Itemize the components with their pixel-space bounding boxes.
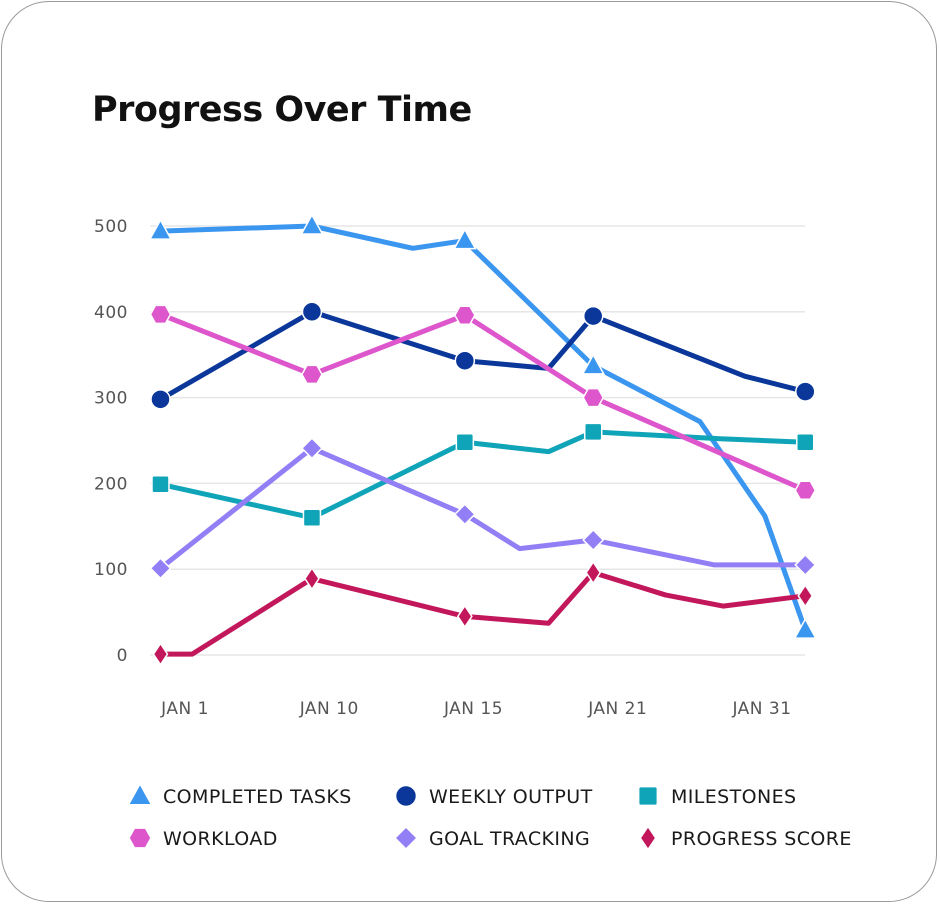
legend-item-workload: WORKLOAD <box>128 827 278 850</box>
legend-thin-diamond-icon <box>639 825 657 851</box>
series-completed-tasks <box>148 213 818 639</box>
series-progress-score <box>152 560 814 666</box>
series-milestones <box>151 422 815 527</box>
data-point-workload <box>582 387 605 408</box>
data-point-goal-tracking <box>300 437 324 460</box>
series-line-milestones <box>157 429 808 521</box>
data-point-completed-tasks <box>148 218 173 240</box>
data-point-workload <box>453 305 476 325</box>
legend-hexagon-icon <box>128 827 152 849</box>
data-point-progress-score <box>152 642 169 666</box>
data-point-milestones <box>796 432 815 452</box>
x-tick-label: JAN 15 <box>443 699 503 719</box>
data-point-goal-tracking <box>794 553 817 576</box>
legend-diamond-icon <box>393 825 419 851</box>
data-point-completed-tasks <box>581 353 605 375</box>
data-point-completed-tasks <box>793 617 818 639</box>
data-point-weekly-output <box>454 350 476 371</box>
data-point-progress-score <box>797 583 814 608</box>
legend-label: WORKLOAD <box>163 828 278 850</box>
y-tick-label: 400 <box>94 303 128 323</box>
legend-label: COMPLETED TASKS <box>163 786 352 808</box>
legend-label: GOAL TRACKING <box>429 828 590 850</box>
y-tick-label: 0 <box>117 646 128 666</box>
legend-square-icon <box>637 785 659 807</box>
legend-item-milestones: MILESTONES <box>637 785 797 808</box>
legend-item-completed-tasks: COMPLETED TASKS <box>127 782 352 808</box>
data-point-goal-tracking <box>149 557 172 580</box>
series-line-completed-tasks <box>157 223 808 633</box>
series-line-progress-score <box>157 570 808 657</box>
x-tick-label: JAN 10 <box>299 699 359 719</box>
data-point-weekly-output <box>582 305 604 327</box>
y-tick-label: 500 <box>94 217 128 237</box>
data-point-weekly-output <box>795 381 816 402</box>
legend-item-progress-score: PROGRESS SCORE <box>639 825 852 851</box>
series-weekly-output <box>150 301 816 410</box>
legend-item-goal-tracking: GOAL TRACKING <box>393 825 590 851</box>
legend-circle-icon <box>394 784 418 808</box>
data-point-goal-tracking <box>453 503 476 526</box>
y-tick-label: 100 <box>94 560 128 580</box>
series-workload <box>149 304 817 501</box>
chart-title: Progress Over Time <box>92 90 472 130</box>
legend-item-weekly-output: WEEKLY OUTPUT <box>394 784 593 808</box>
data-point-milestones <box>302 508 322 527</box>
data-point-workload <box>301 364 323 385</box>
series-line-goal-tracking <box>157 445 808 571</box>
data-point-workload <box>794 480 817 501</box>
x-tick-label: JAN 21 <box>587 699 647 719</box>
data-point-goal-tracking <box>582 528 605 552</box>
y-tick-label: 200 <box>94 474 128 494</box>
data-point-weekly-output <box>301 301 323 323</box>
legend-label: MILESTONES <box>671 786 797 808</box>
x-tick-label: JAN 1 <box>160 699 209 719</box>
data-point-progress-score <box>456 604 473 629</box>
data-point-weekly-output <box>150 389 171 410</box>
legend-triangle-icon <box>127 782 153 806</box>
data-point-completed-tasks <box>453 228 477 250</box>
legend-label: PROGRESS SCORE <box>671 828 852 850</box>
data-point-milestones <box>583 422 603 442</box>
x-tick-label: JAN 31 <box>731 699 791 719</box>
y-tick-label: 300 <box>94 389 128 409</box>
data-point-completed-tasks <box>300 213 324 235</box>
legend-label: WEEKLY OUTPUT <box>429 786 593 808</box>
data-point-workload <box>149 304 172 325</box>
data-point-milestones <box>151 475 170 494</box>
series-goal-tracking <box>149 437 817 580</box>
data-point-progress-score <box>585 560 602 585</box>
data-point-progress-score <box>304 566 320 591</box>
data-point-milestones <box>455 432 475 452</box>
